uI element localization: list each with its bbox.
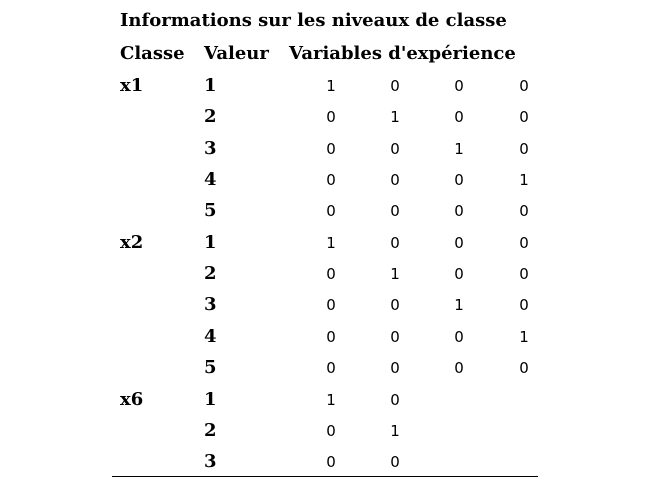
experience-variable-cell: 0 xyxy=(519,233,529,252)
experience-variable-cell: 0 xyxy=(390,202,400,221)
experience-variable-cell: 0 xyxy=(326,202,336,221)
experience-variable-cell: 0 xyxy=(454,359,464,378)
row-classe: x6 xyxy=(120,388,144,410)
experience-variable-cell: 0 xyxy=(390,453,400,472)
bottom-rule xyxy=(112,476,538,477)
row-valeur: 3 xyxy=(204,451,217,473)
experience-variable-cell: 0 xyxy=(326,453,336,472)
experience-variable-cell: 0 xyxy=(390,359,400,378)
row-valeur: 4 xyxy=(204,169,217,191)
row-classe: x2 xyxy=(120,231,144,253)
header-valeur: Valeur xyxy=(204,43,269,64)
experience-variable-cell: 0 xyxy=(390,171,400,190)
experience-variable-cell: 0 xyxy=(326,265,336,284)
experience-variable-cell: 0 xyxy=(326,296,336,315)
row-valeur: 1 xyxy=(204,231,217,253)
table-title: Informations sur les niveaux de classe xyxy=(120,10,507,31)
row-valeur: 5 xyxy=(204,200,217,222)
experience-variable-cell: 1 xyxy=(454,296,464,315)
experience-variable-cell: 0 xyxy=(454,202,464,221)
experience-variable-cell: 0 xyxy=(519,265,529,284)
experience-variable-cell: 0 xyxy=(326,171,336,190)
header-classe: Classe xyxy=(120,43,185,64)
experience-variable-cell: 1 xyxy=(326,77,336,95)
experience-variable-cell: 0 xyxy=(390,77,400,95)
row-valeur: 3 xyxy=(204,294,217,316)
experience-variable-cell: 0 xyxy=(454,108,464,127)
row-valeur: 4 xyxy=(204,325,217,347)
experience-variable-cell: 0 xyxy=(519,359,529,378)
experience-variable-cell: 0 xyxy=(519,77,529,95)
row-valeur: 3 xyxy=(204,137,217,159)
header-variables: Variables d'expérience xyxy=(289,43,516,64)
experience-variable-cell: 0 xyxy=(390,327,400,346)
experience-variable-cell: 0 xyxy=(454,171,464,190)
experience-variable-cell: 0 xyxy=(390,139,400,158)
experience-variable-cell: 0 xyxy=(326,108,336,127)
experience-variable-cell: 0 xyxy=(326,139,336,158)
experience-variable-cell: 1 xyxy=(326,390,336,409)
experience-variable-cell: 1 xyxy=(390,108,400,127)
experience-variable-cell: 0 xyxy=(454,265,464,284)
experience-variable-cell: 0 xyxy=(326,327,336,346)
experience-variable-cell: 1 xyxy=(519,327,529,346)
row-valeur: 1 xyxy=(204,75,217,96)
experience-variable-cell: 0 xyxy=(390,390,400,409)
experience-variable-cell: 0 xyxy=(326,359,336,378)
experience-variable-cell: 0 xyxy=(390,233,400,252)
experience-variable-cell: 0 xyxy=(519,108,529,127)
experience-variable-cell: 1 xyxy=(519,171,529,190)
experience-variable-cell: 0 xyxy=(326,421,336,440)
experience-variable-cell: 0 xyxy=(519,139,529,158)
experience-variable-cell: 1 xyxy=(390,421,400,440)
experience-variable-cell: 0 xyxy=(519,202,529,221)
row-valeur: 1 xyxy=(204,388,217,410)
experience-variable-cell: 0 xyxy=(454,77,464,95)
experience-variable-cell: 1 xyxy=(390,265,400,284)
row-classe: x1 xyxy=(120,75,144,96)
experience-variable-cell: 0 xyxy=(390,296,400,315)
experience-variable-cell: 0 xyxy=(454,233,464,252)
row-valeur: 2 xyxy=(204,263,217,285)
row-valeur: 2 xyxy=(204,419,217,441)
experience-variable-cell: 1 xyxy=(454,139,464,158)
row-valeur: 2 xyxy=(204,106,217,128)
row-valeur: 5 xyxy=(204,357,217,379)
experience-variable-cell: 0 xyxy=(454,327,464,346)
experience-variable-cell: 1 xyxy=(326,233,336,252)
experience-variable-cell: 0 xyxy=(519,296,529,315)
